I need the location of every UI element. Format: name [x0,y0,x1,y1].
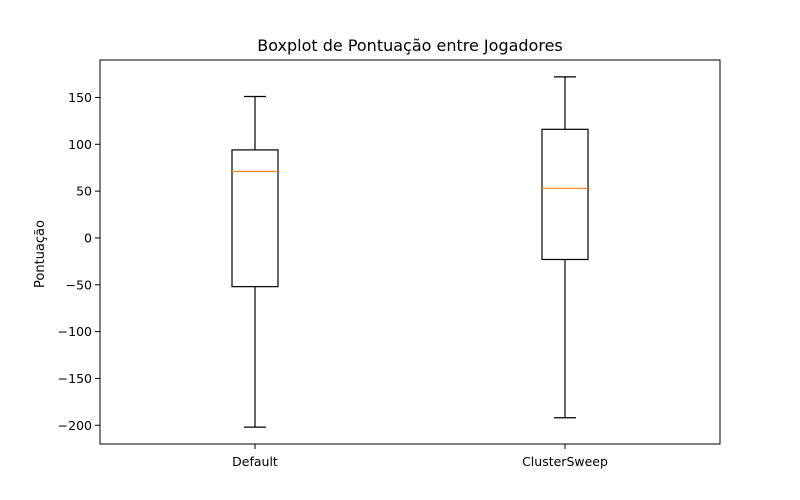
y-tick-label: −200 [58,418,92,433]
y-tick-label: −100 [58,324,92,339]
x-axis: Default ClusterSweep [232,444,608,469]
y-axis-label: Pontuação [33,220,48,288]
chart-title: Boxplot de Pontuação entre Jogadores [257,36,563,55]
y-axis: 150 100 50 0 −50 −100 −150 −200 [58,90,100,433]
plot-area [99,59,721,445]
y-tick-label: 50 [76,184,92,199]
y-tick-label: −50 [66,277,92,292]
y-tick-label: −150 [58,371,92,386]
box-clustersweep [541,76,589,419]
plot-frame [99,59,721,445]
y-tick-label: 150 [68,90,92,105]
iqr-box [231,149,279,288]
y-tick-label: 0 [84,230,92,245]
box-default [231,95,279,428]
y-tick-label: 100 [68,137,92,152]
boxes [231,76,589,428]
x-tick-label: ClusterSweep [522,454,608,469]
iqr-box [541,128,589,261]
x-tick-label: Default [232,454,278,469]
